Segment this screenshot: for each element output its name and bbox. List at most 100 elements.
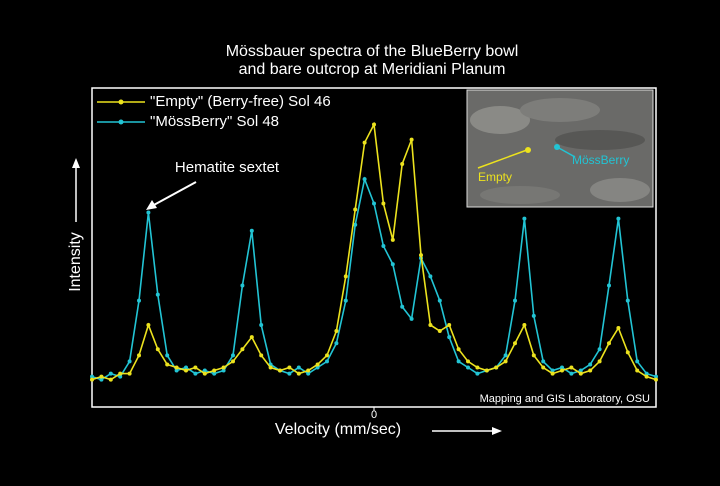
point bbox=[90, 377, 94, 382]
point bbox=[644, 374, 649, 379]
point bbox=[306, 368, 311, 373]
point bbox=[108, 371, 113, 376]
x-axis-label: Velocity (mm/sec) bbox=[275, 421, 401, 438]
point bbox=[249, 335, 254, 340]
legend-label: "MössBerry" Sol 48 bbox=[150, 113, 279, 130]
point bbox=[325, 359, 329, 364]
point bbox=[437, 298, 442, 303]
point bbox=[484, 368, 489, 373]
point bbox=[296, 371, 301, 376]
point bbox=[259, 353, 264, 358]
point bbox=[202, 371, 207, 376]
point bbox=[635, 368, 640, 373]
point bbox=[475, 365, 480, 370]
point bbox=[550, 371, 555, 376]
point bbox=[174, 368, 179, 373]
point bbox=[315, 362, 320, 367]
point bbox=[362, 140, 367, 145]
point bbox=[372, 122, 376, 127]
point bbox=[334, 341, 339, 346]
point bbox=[334, 329, 339, 334]
point bbox=[597, 359, 602, 364]
point bbox=[240, 347, 245, 352]
inset-dot bbox=[525, 147, 531, 153]
point bbox=[400, 161, 405, 166]
point bbox=[184, 368, 188, 373]
point bbox=[127, 359, 132, 364]
point bbox=[287, 371, 292, 376]
point bbox=[212, 371, 217, 376]
point bbox=[588, 368, 593, 373]
rock bbox=[470, 106, 530, 134]
point bbox=[146, 210, 151, 215]
point bbox=[447, 335, 452, 340]
rock bbox=[555, 130, 645, 150]
point bbox=[541, 365, 546, 370]
point bbox=[625, 298, 630, 303]
point bbox=[522, 216, 527, 221]
annotation-arrowhead bbox=[146, 200, 157, 210]
point bbox=[522, 322, 527, 327]
point bbox=[90, 374, 94, 379]
y-axis-label: Intensity bbox=[67, 232, 84, 292]
point bbox=[268, 365, 273, 370]
point bbox=[560, 365, 564, 370]
point bbox=[447, 322, 452, 327]
point bbox=[296, 365, 301, 370]
point bbox=[259, 322, 264, 327]
point bbox=[315, 365, 320, 370]
annotation: Hematite sextet bbox=[175, 159, 280, 176]
point bbox=[381, 201, 386, 206]
point bbox=[127, 371, 132, 376]
credit: Mapping and GIS Laboratory, OSU bbox=[480, 393, 650, 405]
inset-pointer bbox=[477, 149, 528, 169]
point bbox=[174, 365, 179, 370]
point bbox=[578, 371, 583, 376]
legend-marker bbox=[118, 119, 124, 125]
point bbox=[456, 359, 461, 364]
point bbox=[193, 365, 198, 370]
point bbox=[456, 347, 461, 352]
chart-title: and bare outcrop at Meridiani Planum bbox=[239, 61, 506, 78]
point bbox=[400, 304, 405, 309]
inset-label: Empty bbox=[478, 170, 512, 184]
x-axis-arrowhead bbox=[492, 427, 502, 435]
legend-marker bbox=[118, 99, 124, 105]
point bbox=[362, 177, 367, 182]
point bbox=[437, 329, 442, 334]
point bbox=[409, 137, 414, 142]
point bbox=[654, 374, 658, 379]
point bbox=[550, 368, 555, 373]
point bbox=[428, 322, 433, 327]
point bbox=[466, 365, 470, 370]
point bbox=[353, 222, 358, 227]
point bbox=[541, 359, 546, 364]
point bbox=[607, 283, 611, 288]
chart-title: Mössbauer spectra of the BlueBerry bowl bbox=[226, 43, 519, 60]
point bbox=[184, 365, 188, 370]
inset-label: MössBerry bbox=[572, 153, 629, 167]
point bbox=[588, 362, 593, 367]
x-tick-label: 0 bbox=[371, 409, 377, 421]
point bbox=[597, 347, 602, 352]
point bbox=[353, 207, 358, 212]
rock bbox=[520, 98, 600, 122]
point bbox=[343, 274, 348, 279]
point bbox=[513, 298, 517, 303]
point bbox=[343, 298, 348, 303]
point bbox=[287, 365, 292, 370]
point bbox=[644, 371, 649, 376]
point bbox=[212, 368, 217, 373]
point bbox=[221, 368, 226, 373]
point bbox=[409, 316, 414, 321]
point bbox=[108, 377, 113, 382]
point bbox=[616, 326, 621, 331]
point bbox=[118, 374, 123, 379]
point bbox=[390, 237, 395, 242]
point bbox=[221, 365, 226, 370]
point bbox=[390, 262, 395, 267]
point bbox=[578, 368, 583, 373]
point bbox=[165, 362, 170, 367]
rock bbox=[590, 178, 650, 202]
